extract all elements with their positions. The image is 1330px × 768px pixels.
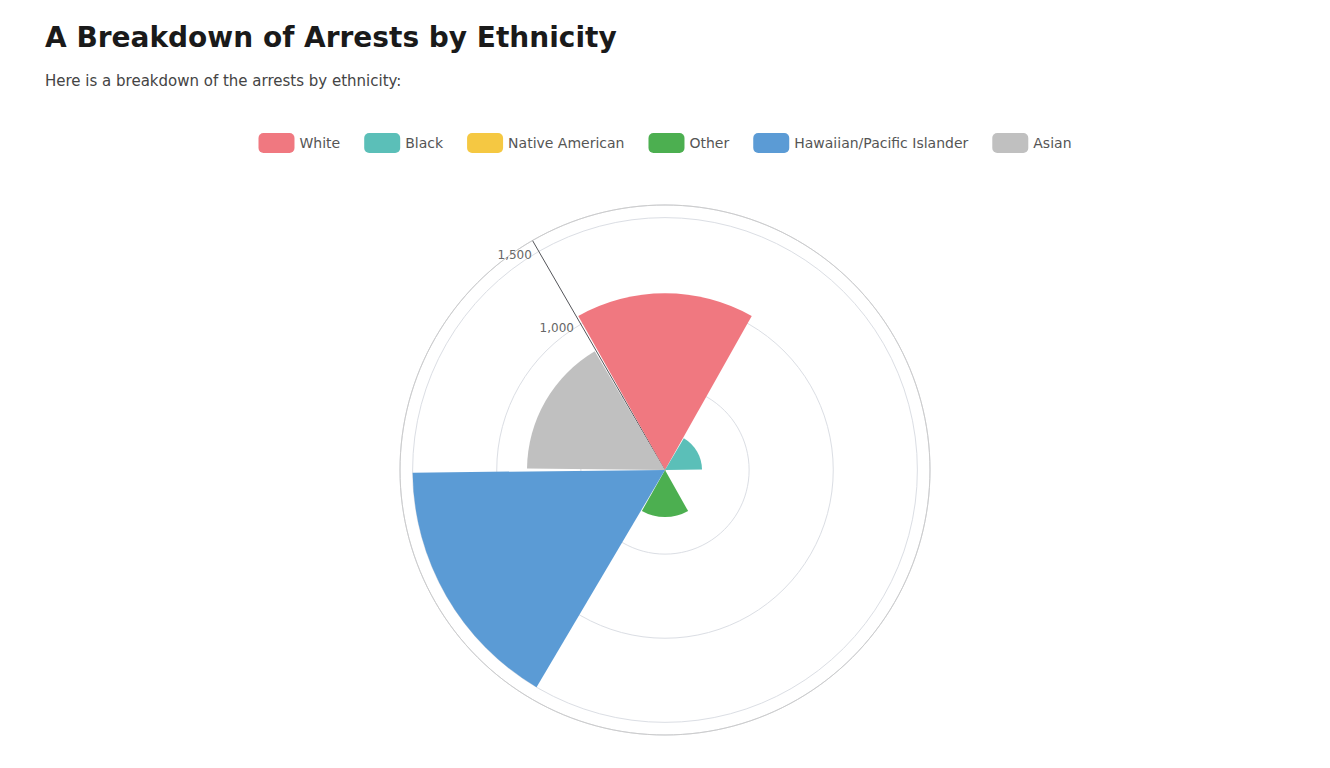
svg-text:Native American: Native American (508, 135, 624, 151)
svg-text:Here is a breakdown of the arr: Here is a breakdown of the arrests by et… (45, 72, 401, 90)
svg-text:White: White (299, 135, 340, 151)
svg-text:Hawaiian/Pacific Islander: Hawaiian/Pacific Islander (794, 135, 968, 151)
svg-text:Asian: Asian (1033, 135, 1071, 151)
svg-text:1,500: 1,500 (498, 248, 532, 262)
svg-text:A Breakdown of Arrests by Ethn: A Breakdown of Arrests by Ethnicity (45, 21, 617, 54)
svg-text:Other: Other (689, 135, 729, 151)
svg-text:Black: Black (405, 135, 444, 151)
svg-text:1,000: 1,000 (540, 321, 574, 335)
